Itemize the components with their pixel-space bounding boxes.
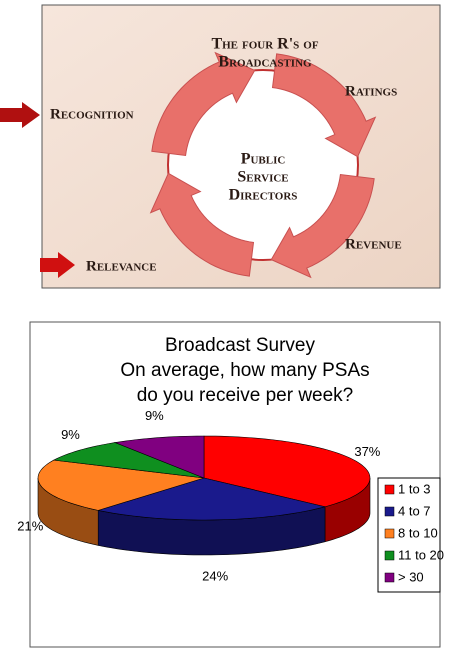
center-label: Public (241, 151, 286, 168)
data-label: 9% (61, 427, 80, 442)
cycle-arrow (151, 51, 256, 157)
legend-swatch (384, 506, 395, 517)
pie-slice (203, 435, 371, 508)
cycle-label: Revenue (345, 236, 402, 252)
legend-swatch (384, 572, 395, 583)
pie-slice (98, 477, 326, 521)
chart-title: Broadcast Survey (165, 335, 315, 356)
diagram-title: Broadcasting (218, 54, 312, 71)
legend-swatch (384, 550, 395, 561)
chart-subtitle: On average, how many PSAs do you receive… (120, 360, 370, 406)
data-label: 21% (17, 518, 43, 533)
cycle-arrow (149, 172, 255, 277)
chart: 37% 24% 21% 9% 9% 1 to 3 4 to 7 8 to 10 11 to 20… (17, 321, 444, 648)
cycle-label: Recognition (50, 106, 134, 122)
diagram: The four R's of Broadcasting Public Serv… (0, 4, 441, 289)
data-label: 9% (145, 408, 164, 423)
legend-label: 4 to 7 (398, 503, 431, 518)
cycle-label: Ratings (345, 83, 397, 99)
center-label: Service (237, 169, 288, 186)
pie-slice (37, 459, 205, 511)
cycle-arrow (271, 53, 377, 158)
legend-swatch (384, 528, 395, 539)
pie-slice (52, 442, 205, 479)
diagram-title: The four R's of (211, 36, 318, 53)
center-label: Directors (229, 187, 298, 204)
data-label: 37% (354, 444, 380, 459)
legend-label: 11 to 20 (398, 547, 444, 562)
pointer-arrow (0, 102, 40, 128)
cycle-arrow (270, 173, 375, 279)
cycle-label: Relevance (86, 258, 157, 274)
pie-slice (113, 435, 205, 479)
pointer-arrow (40, 252, 75, 278)
legend-label: 1 to 3 (398, 481, 431, 496)
legend-swatch (384, 484, 395, 495)
data-label: 24% (202, 568, 228, 583)
legend-label: > 30 (398, 569, 424, 584)
legend-label: 8 to 10 (398, 525, 438, 540)
cycle-circle (167, 69, 359, 261)
